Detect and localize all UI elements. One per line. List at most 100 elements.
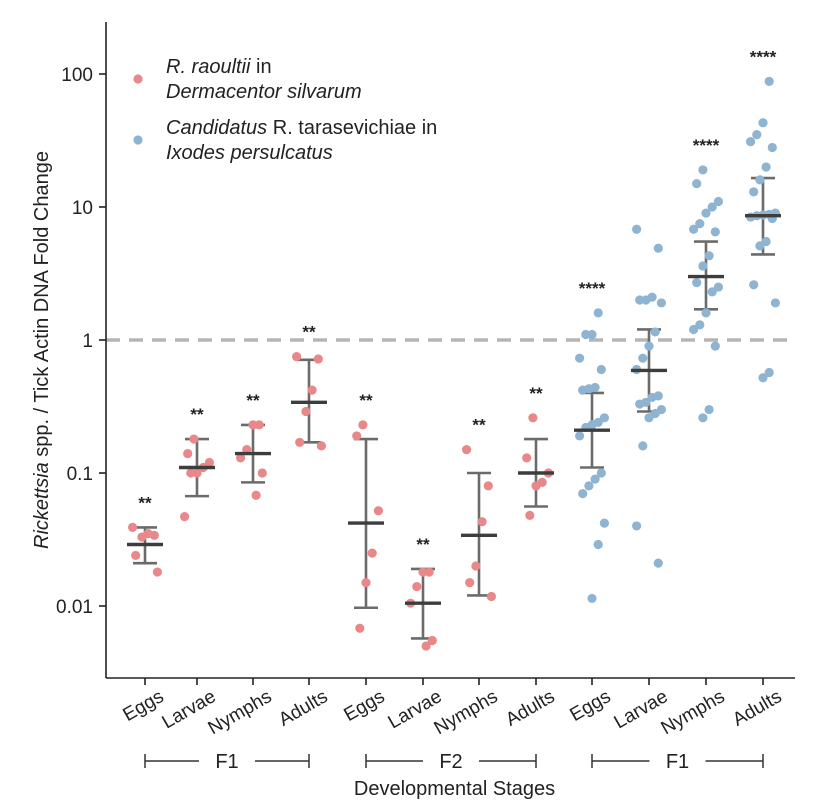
data-point <box>770 298 781 308</box>
errorbar-layer <box>133 176 775 640</box>
data-point <box>358 420 368 430</box>
data-point <box>656 298 667 308</box>
data-point <box>710 227 720 237</box>
data-point <box>653 243 663 253</box>
data-point <box>316 441 326 451</box>
significance-label: **** <box>579 279 606 298</box>
x-tick-label: Nymphs <box>658 686 729 739</box>
group-label: F2 <box>439 751 462 773</box>
data-point <box>698 413 708 423</box>
significance-label: ** <box>246 391 260 410</box>
data-point <box>578 385 588 395</box>
data-point <box>131 550 141 561</box>
data-point <box>635 295 645 305</box>
x-tick-label: Adults <box>729 686 785 731</box>
y-tick-label: 0.01 <box>56 597 93 618</box>
data-point <box>292 352 302 362</box>
data-point <box>471 561 481 571</box>
data-point <box>767 142 777 153</box>
data-point <box>704 404 714 415</box>
data-point <box>186 468 196 478</box>
data-point <box>707 202 717 212</box>
data-point <box>575 353 585 363</box>
data-point <box>698 261 708 271</box>
y-tick-label: 0.1 <box>67 464 93 485</box>
data-point <box>707 287 717 297</box>
data-point <box>764 367 774 378</box>
significance-label: **** <box>693 136 720 155</box>
data-point <box>418 567 428 577</box>
data-point <box>152 567 162 577</box>
y-tick-label: 1 <box>82 331 93 352</box>
significance-label: **** <box>750 47 777 66</box>
x-axis-title: Developmental Stages <box>354 778 555 800</box>
data-point <box>373 506 383 516</box>
data-point <box>596 468 606 478</box>
x-tick-label: Nymphs <box>205 686 276 739</box>
data-point <box>522 453 532 463</box>
points-layer <box>127 76 781 651</box>
x-tick-label: Eggs <box>566 686 614 726</box>
data-point <box>427 635 437 646</box>
data-point <box>313 354 323 364</box>
data-point <box>650 327 660 337</box>
data-point <box>248 420 258 430</box>
data-point <box>632 521 642 531</box>
data-point <box>644 341 654 351</box>
data-point <box>361 577 371 588</box>
legend-label-line2: Dermacentor silvarum <box>166 81 362 103</box>
legend-label-line1: R. raoultii in <box>166 56 272 78</box>
data-point <box>698 165 708 175</box>
data-point <box>251 490 261 500</box>
data-point <box>689 324 699 335</box>
data-point <box>578 489 588 499</box>
data-point <box>689 224 699 234</box>
data-point <box>593 539 603 550</box>
data-point <box>758 373 768 383</box>
data-point <box>599 518 610 528</box>
data-point <box>483 481 493 491</box>
data-point <box>653 558 663 568</box>
significance-label: ** <box>302 323 316 342</box>
data-point <box>575 431 585 441</box>
data-point <box>183 448 193 459</box>
data-point <box>587 593 597 604</box>
legend-label-line2: Ixodes persulcatus <box>166 142 333 164</box>
significance-label: ** <box>472 416 486 435</box>
data-point <box>307 385 317 395</box>
data-point <box>180 512 190 522</box>
data-point <box>761 162 771 172</box>
data-point <box>590 474 600 484</box>
data-point <box>204 457 214 468</box>
labels-layer: F1 F2 F1 Developmental Stages Rickettsia spp… <box>31 47 777 800</box>
data-point <box>352 431 362 441</box>
significance-label: ** <box>416 535 430 554</box>
legend-label-line1: Candidatus R. tarasevichiae in <box>166 117 437 139</box>
data-point <box>692 178 702 189</box>
data-point <box>692 278 702 288</box>
data-point <box>755 241 765 251</box>
data-point <box>531 481 541 491</box>
data-point <box>128 522 138 532</box>
legend: R. raoultii in Dermacentor silvarum Candid… <box>133 56 437 164</box>
data-point <box>632 224 642 234</box>
y-axis-title: Rickettsia spp. / Tick Actin DNA Fold Ch… <box>31 151 53 549</box>
data-point <box>462 444 472 455</box>
data-point <box>189 434 199 444</box>
data-point <box>713 196 724 207</box>
group-label: F1 <box>666 751 689 773</box>
data-point <box>638 441 648 451</box>
data-point <box>701 208 711 218</box>
data-point <box>596 364 606 375</box>
data-point <box>295 437 305 447</box>
data-point <box>749 187 759 197</box>
y-tick-label: 100 <box>61 65 93 86</box>
data-point <box>638 353 648 363</box>
data-point <box>644 413 654 423</box>
data-point <box>635 399 645 409</box>
data-point <box>412 581 422 592</box>
data-point <box>137 532 147 542</box>
x-tick-label: Eggs <box>340 686 388 726</box>
data-point <box>528 413 538 423</box>
